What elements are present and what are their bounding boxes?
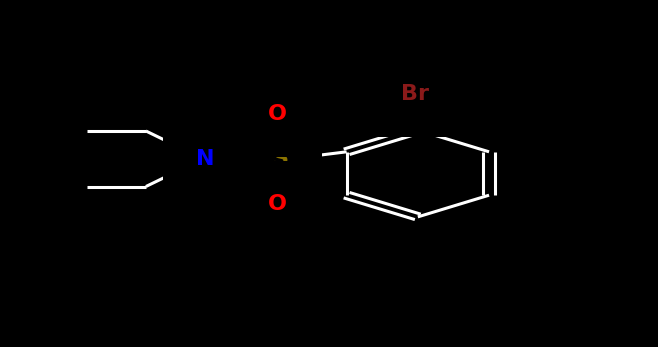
Text: O: O (268, 104, 287, 124)
Text: Br: Br (401, 84, 428, 104)
Text: O: O (268, 194, 287, 214)
Text: S: S (273, 149, 289, 169)
Text: N: N (196, 149, 215, 169)
